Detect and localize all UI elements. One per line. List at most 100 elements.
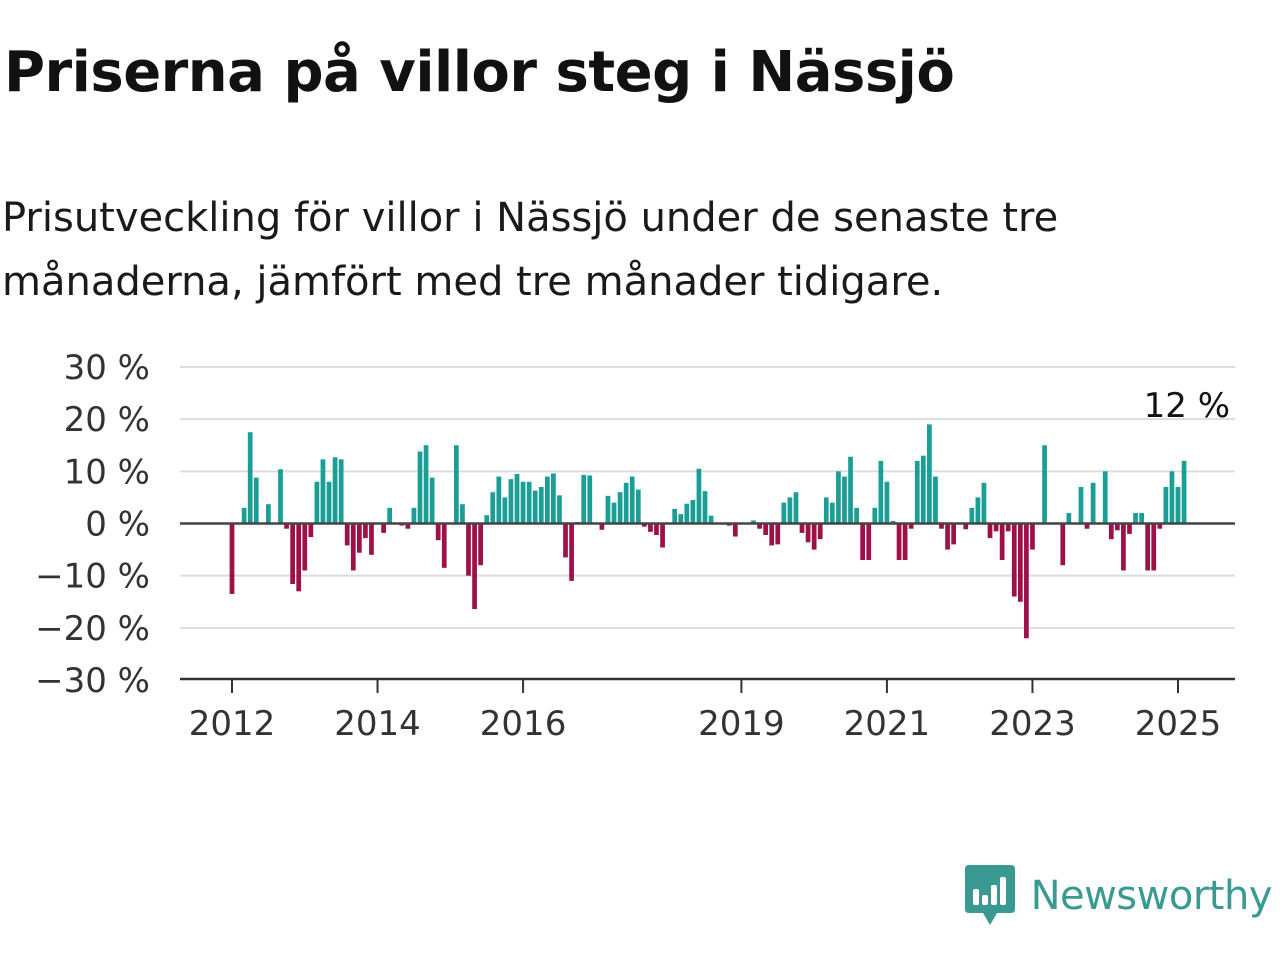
bar	[490, 492, 496, 524]
bar	[836, 471, 841, 524]
y-tick-label: −30 %	[35, 661, 150, 701]
x-tick-label: 2019	[698, 704, 785, 744]
brand-logo: Newsworthy	[964, 864, 1273, 928]
bar	[914, 460, 920, 524]
bar	[787, 497, 793, 524]
bar	[878, 460, 884, 524]
bar	[296, 523, 302, 592]
bar	[1133, 513, 1138, 524]
bar	[648, 523, 653, 532]
bar	[363, 523, 368, 539]
bar	[1157, 523, 1163, 529]
bar	[1114, 523, 1120, 531]
bar	[1163, 486, 1169, 524]
chart-title: Priserna på villor steg i Nässjö	[4, 40, 955, 105]
bar	[690, 500, 696, 524]
bar	[496, 476, 502, 524]
bar	[708, 515, 714, 524]
bar	[551, 473, 556, 524]
bar	[320, 459, 326, 524]
bar	[284, 523, 289, 529]
bar	[423, 445, 429, 524]
bar	[1017, 523, 1023, 602]
bar	[823, 497, 829, 524]
bar	[350, 523, 356, 571]
bar	[969, 507, 975, 524]
bar	[975, 497, 981, 524]
bar	[920, 455, 926, 524]
y-axis-labels: 30 % 20 % 10 % 0 % −10 % −20 % −30 %	[35, 348, 150, 701]
x-tick-label: 2023	[989, 704, 1076, 744]
chart-subtitle: Prisutveckling för villor i Nässjö under…	[2, 195, 1059, 305]
bar	[569, 523, 574, 581]
bar	[757, 523, 762, 529]
x-tick-label: 2025	[1135, 704, 1222, 744]
bar	[927, 424, 932, 524]
bar	[581, 474, 587, 524]
bar	[266, 504, 271, 524]
bar	[605, 495, 611, 524]
bar	[884, 481, 890, 524]
bar	[563, 523, 568, 558]
bar	[999, 523, 1005, 561]
x-axis-labels: 2012 2014 2016 2019 2021 2023 2025	[189, 679, 1222, 744]
y-tick-label: 30 %	[64, 348, 150, 388]
bar	[241, 507, 247, 524]
bar-chart: 30 %20 %10 %0 %−10 %−20 %−30 % 2012 2014 2…	[35, 348, 1235, 744]
bar	[890, 520, 896, 524]
y-tick-label: 10 %	[64, 452, 150, 492]
last-value-label: 12 %	[1144, 386, 1230, 426]
bar	[963, 523, 969, 530]
bar	[678, 514, 684, 524]
bar	[417, 451, 423, 524]
bar	[405, 523, 411, 529]
bar	[751, 520, 756, 524]
bars	[229, 424, 1187, 639]
bar	[520, 481, 526, 524]
bar	[544, 476, 550, 524]
bar	[253, 477, 259, 524]
bar	[532, 490, 538, 524]
bar	[1042, 445, 1047, 524]
y-tick-label: 20 %	[64, 400, 150, 440]
y-tick-label: 0 %	[85, 505, 150, 545]
x-tick-label: 2016	[480, 704, 567, 744]
bar	[526, 481, 532, 524]
bar	[472, 523, 477, 610]
bar	[278, 469, 283, 524]
bar	[387, 507, 393, 524]
bar	[314, 481, 320, 524]
bar	[478, 523, 483, 566]
bar	[466, 523, 471, 576]
bar	[429, 477, 435, 524]
bar	[1030, 523, 1035, 550]
bar	[1084, 523, 1090, 529]
bar	[411, 507, 417, 524]
bar	[538, 486, 544, 524]
x-tick-label: 2012	[189, 704, 276, 744]
y-tick-label: −20 %	[35, 609, 150, 649]
bar	[356, 523, 362, 553]
bar	[1169, 471, 1175, 524]
bar	[702, 491, 708, 524]
brand-name: Newsworthy	[1030, 873, 1273, 919]
bar	[247, 432, 253, 524]
bar	[617, 492, 623, 524]
x-tick-label: 2014	[334, 704, 421, 744]
bar	[896, 523, 902, 561]
bar	[326, 481, 332, 524]
bar	[635, 489, 641, 524]
bar	[951, 523, 956, 545]
bar	[860, 523, 866, 561]
bar	[435, 523, 441, 541]
bar	[599, 523, 605, 530]
bar	[769, 523, 775, 546]
bar	[987, 523, 993, 539]
bar	[641, 523, 647, 527]
bar	[1090, 482, 1096, 524]
bar	[1078, 486, 1084, 524]
bar	[1102, 471, 1108, 524]
bar	[1151, 523, 1157, 571]
bar	[1011, 523, 1017, 597]
bar	[344, 523, 350, 546]
